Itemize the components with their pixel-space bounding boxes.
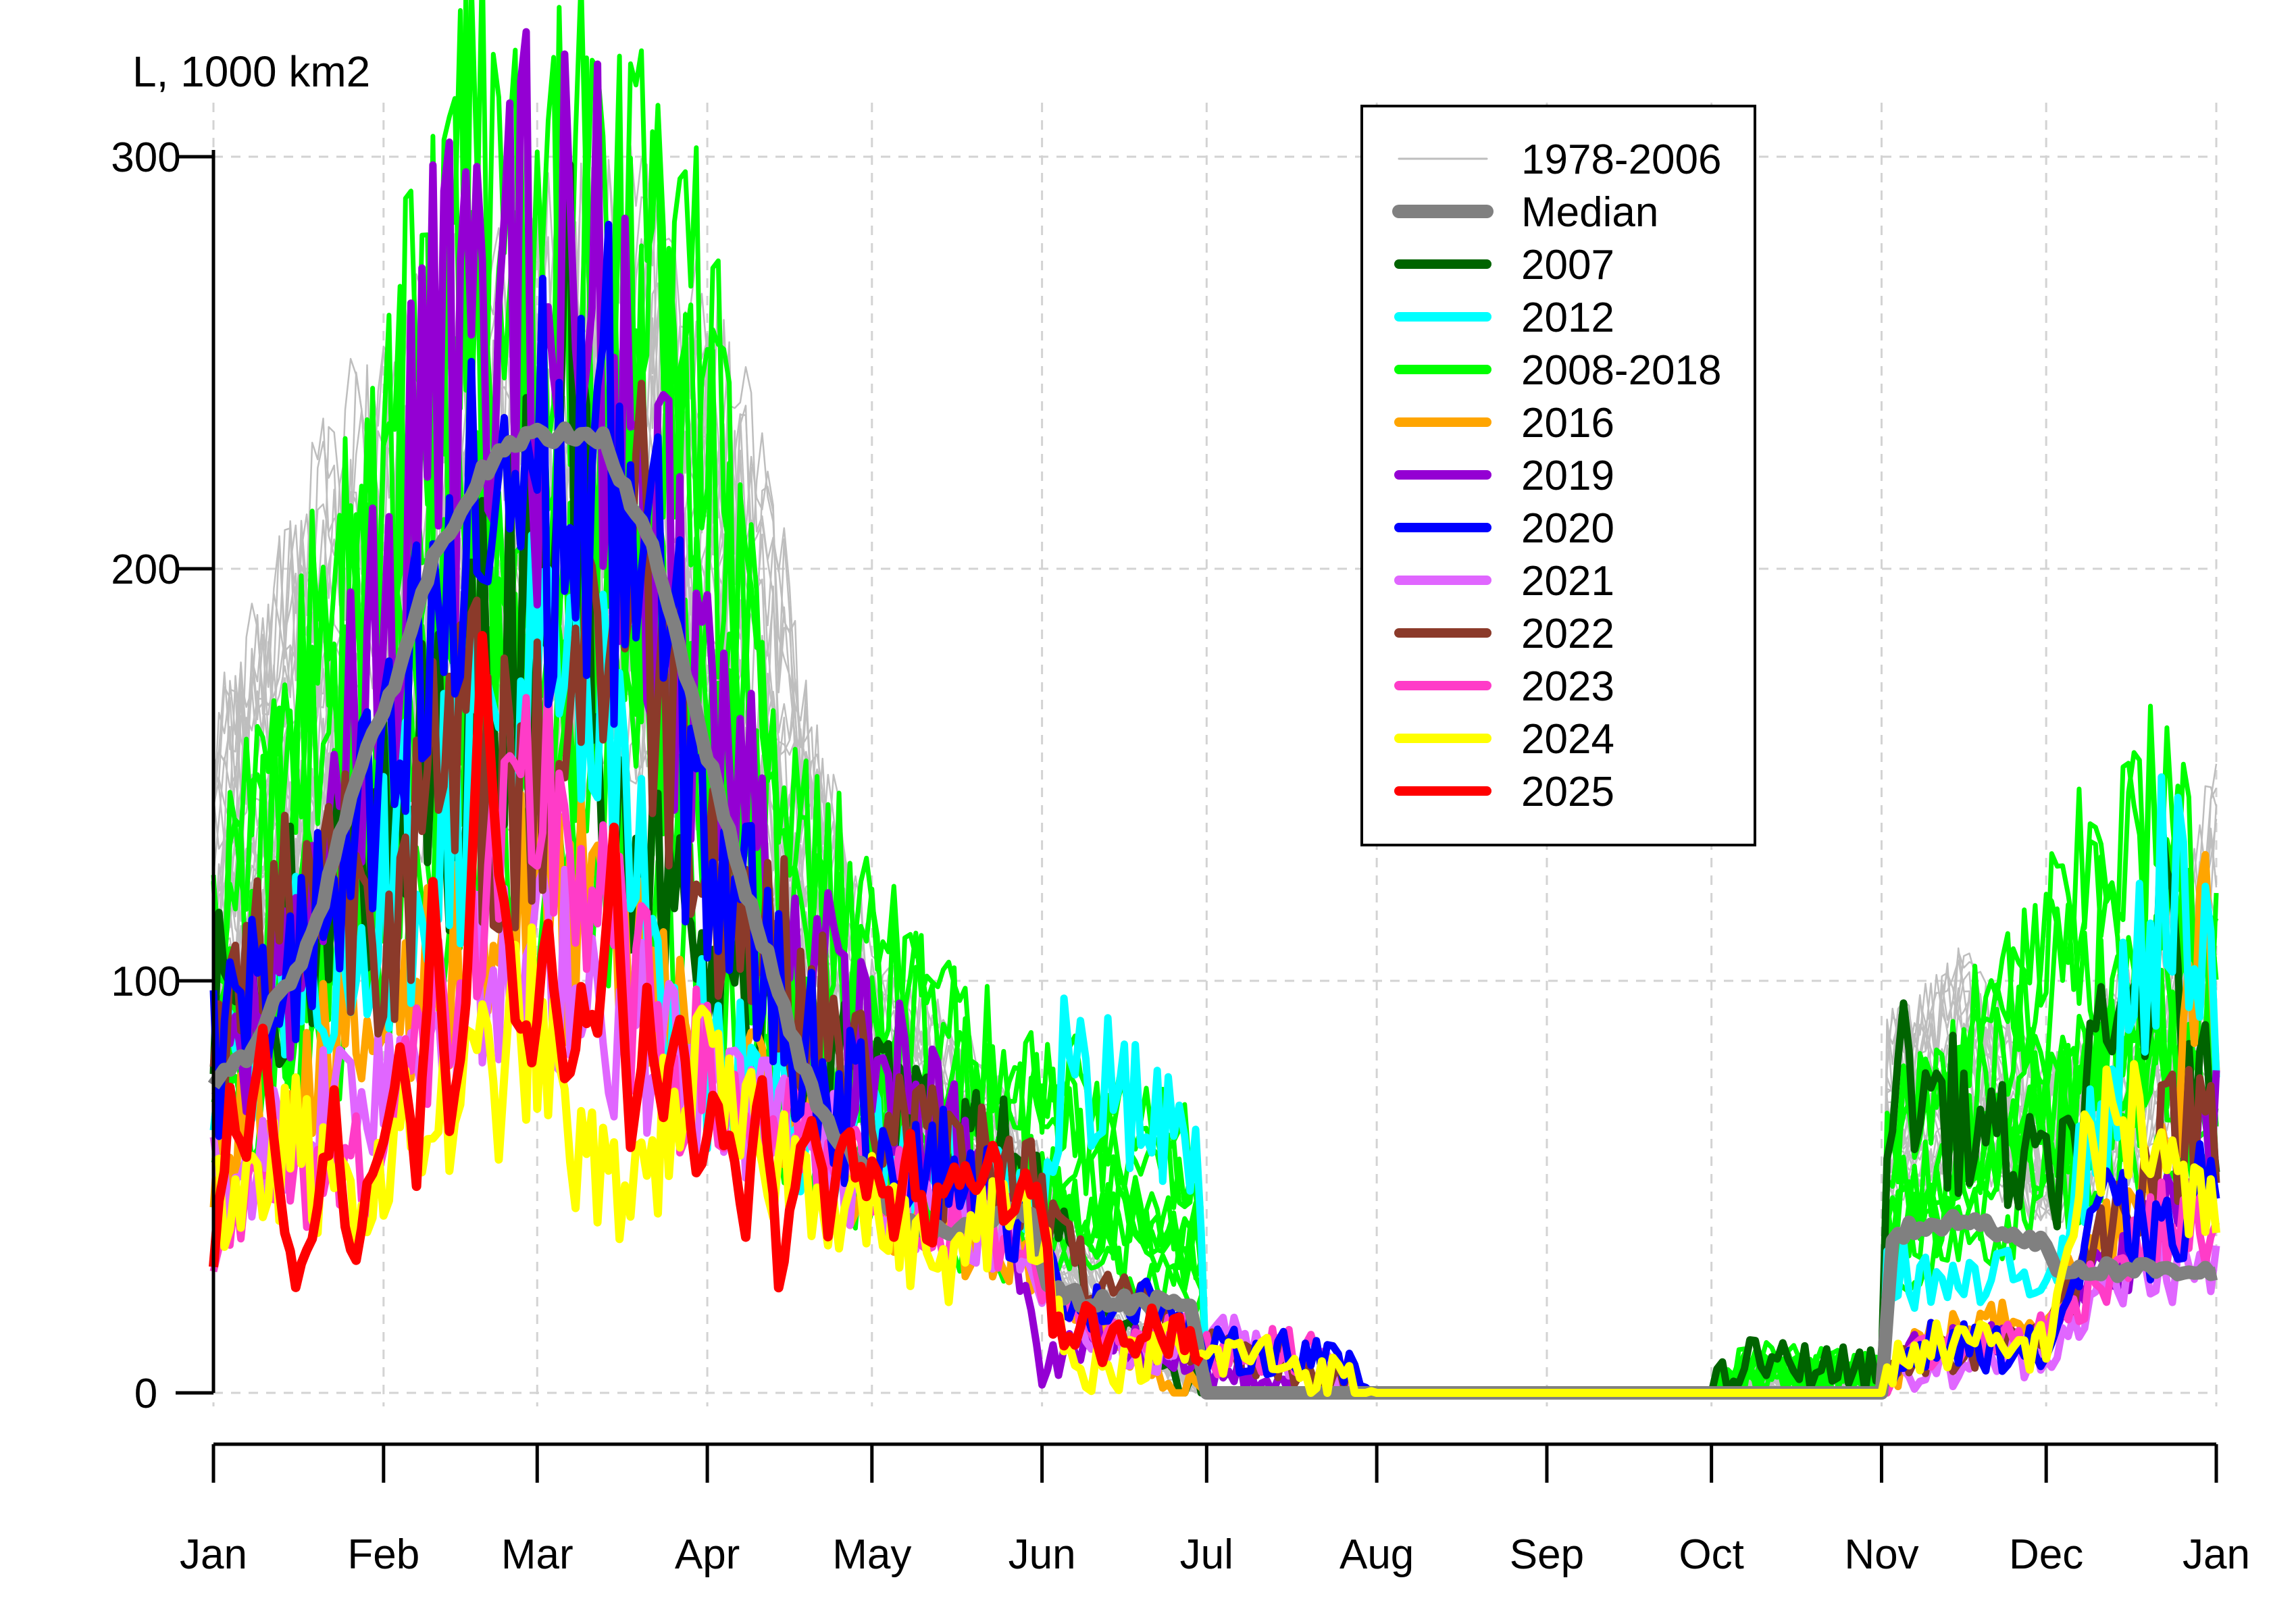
y-axis-label: L, 1000 km2 [132,47,370,96]
x-tick-label-aug-7: Aug [1340,1531,1414,1578]
x-tick-label-jul-6: Jul [1180,1531,1233,1578]
axes: 0 100 200 300 Jan Feb Mar Apr May Jun Jul Aug Sep Oct… [111,134,2250,1578]
x-tick-label-jan-12: Jan [2183,1531,2250,1578]
x-tick-label-may-4: May [832,1531,911,1578]
legend-label-2012: 2012 [1521,295,1614,341]
legend-label-2016: 2016 [1521,400,1614,447]
x-tick-label-feb-1: Feb [347,1531,419,1578]
y-tick-label-200: 200 [111,546,180,593]
legend-label-2007: 2007 [1521,242,1614,288]
x-tick-label-sep-8: Sep [1510,1531,1584,1578]
legend-label-2019: 2019 [1521,453,1614,499]
legend-label-2008-2018: 2008-2018 [1521,347,1722,394]
legend-label-2025: 2025 [1521,769,1614,815]
legend-label-Median: Median [1521,189,1658,236]
legend-label-2022: 2022 [1521,611,1614,657]
legend-label-2024: 2024 [1521,716,1614,763]
y-tick-label-100: 100 [111,959,180,1005]
legend-label-2021: 2021 [1521,558,1614,605]
x-tick-label-apr-3: Apr [675,1531,740,1578]
plot-area [207,0,2220,1400]
legend-label-2020: 2020 [1521,505,1614,552]
legend-label-1978-2006: 1978-2006 [1521,136,1722,183]
y-tick-label-300: 300 [111,134,180,181]
x-tick-label-nov-10: Nov [1844,1531,1918,1578]
x-tick-label-jun-5: Jun [1009,1531,1076,1578]
series-2025-line [209,631,1204,1367]
legend: 1978-2006 Median 2007 2012 2008-2018 2016 2019… [1360,105,1756,846]
series-2024-line [211,923,2220,1397]
x-tick-label-oct-9: Oct [1679,1531,1743,1578]
x-tick-label-mar-2: Mar [501,1531,573,1578]
x-tick-label-dec-11: Dec [2009,1531,2083,1578]
legend-label-2023: 2023 [1521,663,1614,710]
x-tick-label-jan-0: Jan [180,1531,247,1578]
y-tick-label-0: 0 [134,1371,157,1417]
